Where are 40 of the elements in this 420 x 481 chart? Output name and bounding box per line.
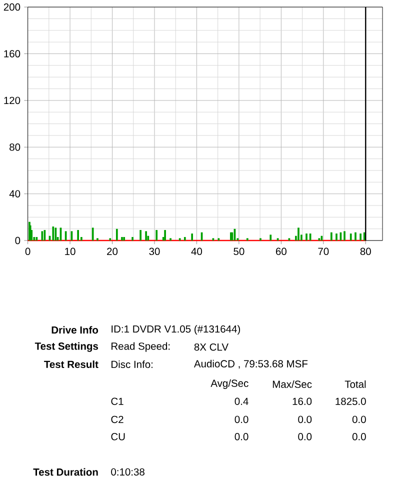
text: ID:1 DVDR V1.05 (#131644): [112, 325, 240, 335]
x-tick-label: 80: [360, 248, 371, 256]
y-tick-label: 120: [4, 96, 20, 104]
text: C2: [111, 416, 124, 424]
text: 0.4: [234, 398, 248, 405]
y-tick-label: 200: [4, 3, 20, 11]
text: 8X CLV: [194, 343, 229, 351]
x-tick-label: 0: [25, 248, 30, 256]
text: Test Result: [44, 360, 98, 368]
text: Max/Sec: [272, 380, 312, 388]
x-tick-label: 10: [65, 248, 76, 256]
text: 0.0: [234, 433, 248, 440]
x-tick-label: 40: [191, 248, 202, 256]
text: AudioCD , 79:53.68 MSF: [194, 360, 308, 369]
y-tick-label: 160: [4, 50, 20, 58]
x-tick-label: 70: [318, 248, 329, 256]
text: 1825.0: [336, 398, 366, 405]
text: 0:10:38: [111, 468, 144, 476]
text: CU: [111, 433, 125, 440]
x-tick-label: 20: [107, 248, 118, 256]
text: Total: [344, 380, 366, 388]
x-tick-label: 50: [234, 248, 244, 256]
text: Test Settings: [34, 342, 98, 352]
text: 0.0: [298, 416, 312, 424]
y-tick-label: 40: [9, 190, 20, 198]
text: Test Duration: [33, 468, 98, 476]
text: 0.0: [352, 433, 366, 440]
y-tick-label: 0: [15, 236, 20, 244]
text: 0.0: [298, 433, 312, 440]
text: Disc Info:: [112, 360, 153, 368]
text: Avg/Sec: [210, 379, 248, 389]
text: C1: [111, 398, 124, 405]
x-tick-label: 60: [276, 248, 287, 256]
text: 16.0: [292, 398, 312, 405]
text: 0.0: [234, 416, 248, 424]
y-tick-label: 80: [10, 144, 20, 151]
text: Read Speed:: [112, 342, 170, 352]
text: Drive Info: [52, 326, 98, 334]
x-tick-label: 30: [149, 248, 160, 256]
text: 0.0: [352, 416, 366, 424]
